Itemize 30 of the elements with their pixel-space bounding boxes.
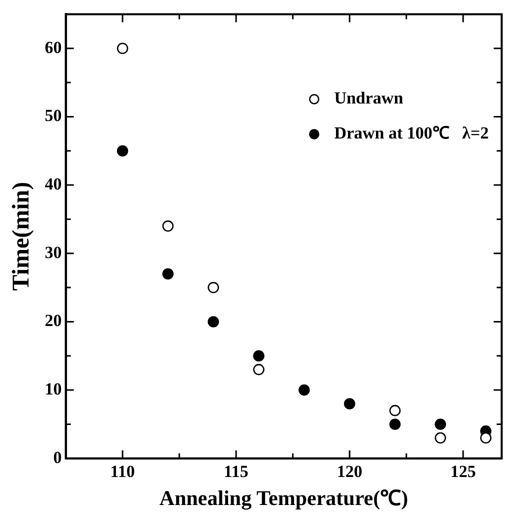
y-tick-label: 20 bbox=[44, 311, 62, 330]
y-tick-label: 50 bbox=[44, 106, 62, 126]
point bbox=[162, 268, 174, 280]
point bbox=[344, 398, 356, 410]
y-tick-label: 0 bbox=[53, 448, 62, 467]
y-tick-label: 10 bbox=[44, 379, 62, 398]
y-tick-label: 30 bbox=[44, 242, 62, 262]
x-tick-label: 125 bbox=[450, 462, 476, 481]
point bbox=[253, 364, 264, 376]
x-tick-label: 120 bbox=[336, 462, 362, 481]
point bbox=[116, 145, 128, 157]
point bbox=[208, 316, 220, 328]
point bbox=[298, 384, 310, 396]
point bbox=[253, 350, 264, 362]
point bbox=[162, 220, 174, 232]
legend-label: Drawn at 100℃ λ=2 bbox=[334, 124, 489, 143]
point bbox=[389, 418, 401, 430]
x-axis-title: Annealing Temperature(℃) bbox=[159, 486, 408, 510]
point bbox=[116, 42, 128, 54]
x-tick-label: 110 bbox=[110, 462, 135, 481]
legend-label: Undrawn bbox=[334, 88, 404, 108]
point bbox=[389, 404, 401, 416]
point bbox=[480, 432, 492, 444]
y-tick-label: 60 bbox=[44, 38, 62, 57]
point bbox=[208, 282, 220, 294]
y-axis-title: Time(min) bbox=[8, 182, 35, 291]
x-tick-label: 115 bbox=[224, 462, 248, 481]
y-tick-label: 40 bbox=[44, 174, 62, 194]
point bbox=[434, 432, 446, 444]
point bbox=[434, 418, 446, 430]
